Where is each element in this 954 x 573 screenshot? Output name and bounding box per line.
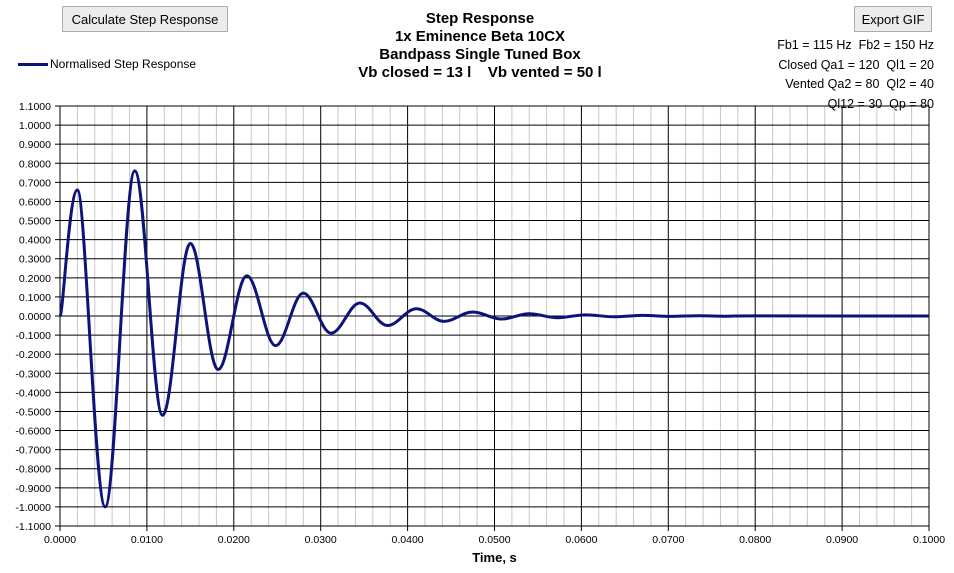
y-tick-label: 0.9000 (19, 139, 51, 151)
y-tick-label: -0.5000 (15, 406, 51, 418)
export-gif-button[interactable]: Export GIF (854, 6, 932, 32)
y-tick-label: 0.6000 (19, 196, 51, 208)
param-line-vented: Vented Qa2 = 80 Ql2 = 40 (785, 77, 934, 91)
y-tick-label: -1.0000 (15, 502, 51, 514)
y-tick-label: 0.7000 (19, 177, 51, 189)
y-tick-label: -0.4000 (15, 387, 51, 399)
x-tick-label: 0.1000 (913, 534, 945, 546)
y-tick-label: 1.1000 (19, 101, 51, 113)
y-tick-label: -0.9000 (15, 483, 51, 495)
legend-label: Normalised Step Response (50, 57, 197, 71)
legend-swatch (18, 62, 48, 66)
y-tick-label: -0.6000 (15, 426, 51, 438)
y-tick-label: 1.0000 (19, 120, 51, 132)
y-tick-label: 0.2000 (19, 273, 51, 285)
legend: Normalised Step Response (18, 57, 196, 71)
param-line-fb: Fb1 = 115 Hz Fb2 = 150 Hz (777, 38, 934, 52)
chart-subtitle-volume: Vb closed = 13 l Vb vented = 50 l (358, 64, 602, 81)
series-line-normalised-step-response (58, 169, 930, 509)
y-tick-label: -0.3000 (15, 368, 51, 380)
chart-subtitle-driver: 1x Eminence Beta 10CX (394, 28, 566, 45)
y-tick-label: 0.8000 (19, 158, 51, 170)
x-tick-label: 0.0200 (218, 534, 250, 546)
calculate-step-response-button[interactable]: Calculate Step Response (62, 6, 228, 32)
y-tick-label: -0.1000 (15, 330, 51, 342)
x-tick-label: 0.0300 (305, 534, 337, 546)
y-tick-label: -0.8000 (15, 464, 51, 476)
y-tick-label: 0.0000 (19, 311, 51, 323)
x-tick-label: 0.0000 (44, 534, 76, 546)
y-tick-label: -1.1000 (15, 521, 51, 533)
x-tick-label: 0.0900 (826, 534, 858, 546)
x-tick-label: 0.0100 (131, 534, 163, 546)
x-tick-label: 0.0700 (652, 534, 684, 546)
param-line-q: Ql12 = 30 Qp = 80 (827, 96, 934, 111)
x-tick-label: 0.0500 (478, 534, 510, 546)
chart-subtitle-box: Bandpass Single Tuned Box (379, 46, 581, 63)
x-tick-label: 0.0600 (565, 534, 597, 546)
x-tick-label: 0.0800 (739, 534, 771, 546)
chart-title-block: Step Response 1x Eminence Beta 10CX Band… (280, 10, 680, 82)
y-tick-label: -0.7000 (15, 445, 51, 457)
x-axis-label: Time, s (472, 550, 517, 565)
y-tick-label: 0.1000 (19, 292, 51, 304)
y-tick-label: 0.3000 (19, 254, 51, 266)
parameter-block: Fb1 = 115 Hz Fb2 = 150 Hz Closed Qa1 = 1… (777, 36, 934, 114)
y-tick-label: -0.2000 (15, 349, 51, 361)
chart-title: Step Response (425, 10, 535, 27)
y-tick-label: 0.5000 (19, 216, 51, 228)
x-tick-label: 0.0400 (392, 534, 424, 546)
param-line-closed: Closed Qa1 = 120 Ql1 = 20 (778, 57, 934, 72)
y-tick-label: 0.4000 (19, 235, 51, 247)
